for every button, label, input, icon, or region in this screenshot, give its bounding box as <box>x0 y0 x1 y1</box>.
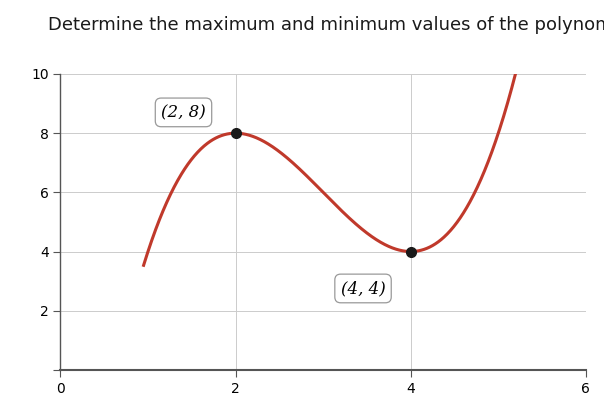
Text: Determine the maximum and minimum values of the polynomial.: Determine the maximum and minimum values… <box>48 16 604 35</box>
Text: (4, 4): (4, 4) <box>341 280 385 297</box>
Text: (2, 8): (2, 8) <box>161 104 206 121</box>
